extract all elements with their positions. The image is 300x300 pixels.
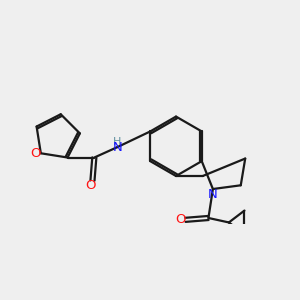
Text: N: N [208, 188, 218, 201]
Text: O: O [30, 147, 41, 160]
Text: O: O [175, 213, 186, 226]
Text: H: H [113, 137, 122, 147]
Text: N: N [112, 141, 122, 154]
Text: O: O [86, 179, 96, 192]
